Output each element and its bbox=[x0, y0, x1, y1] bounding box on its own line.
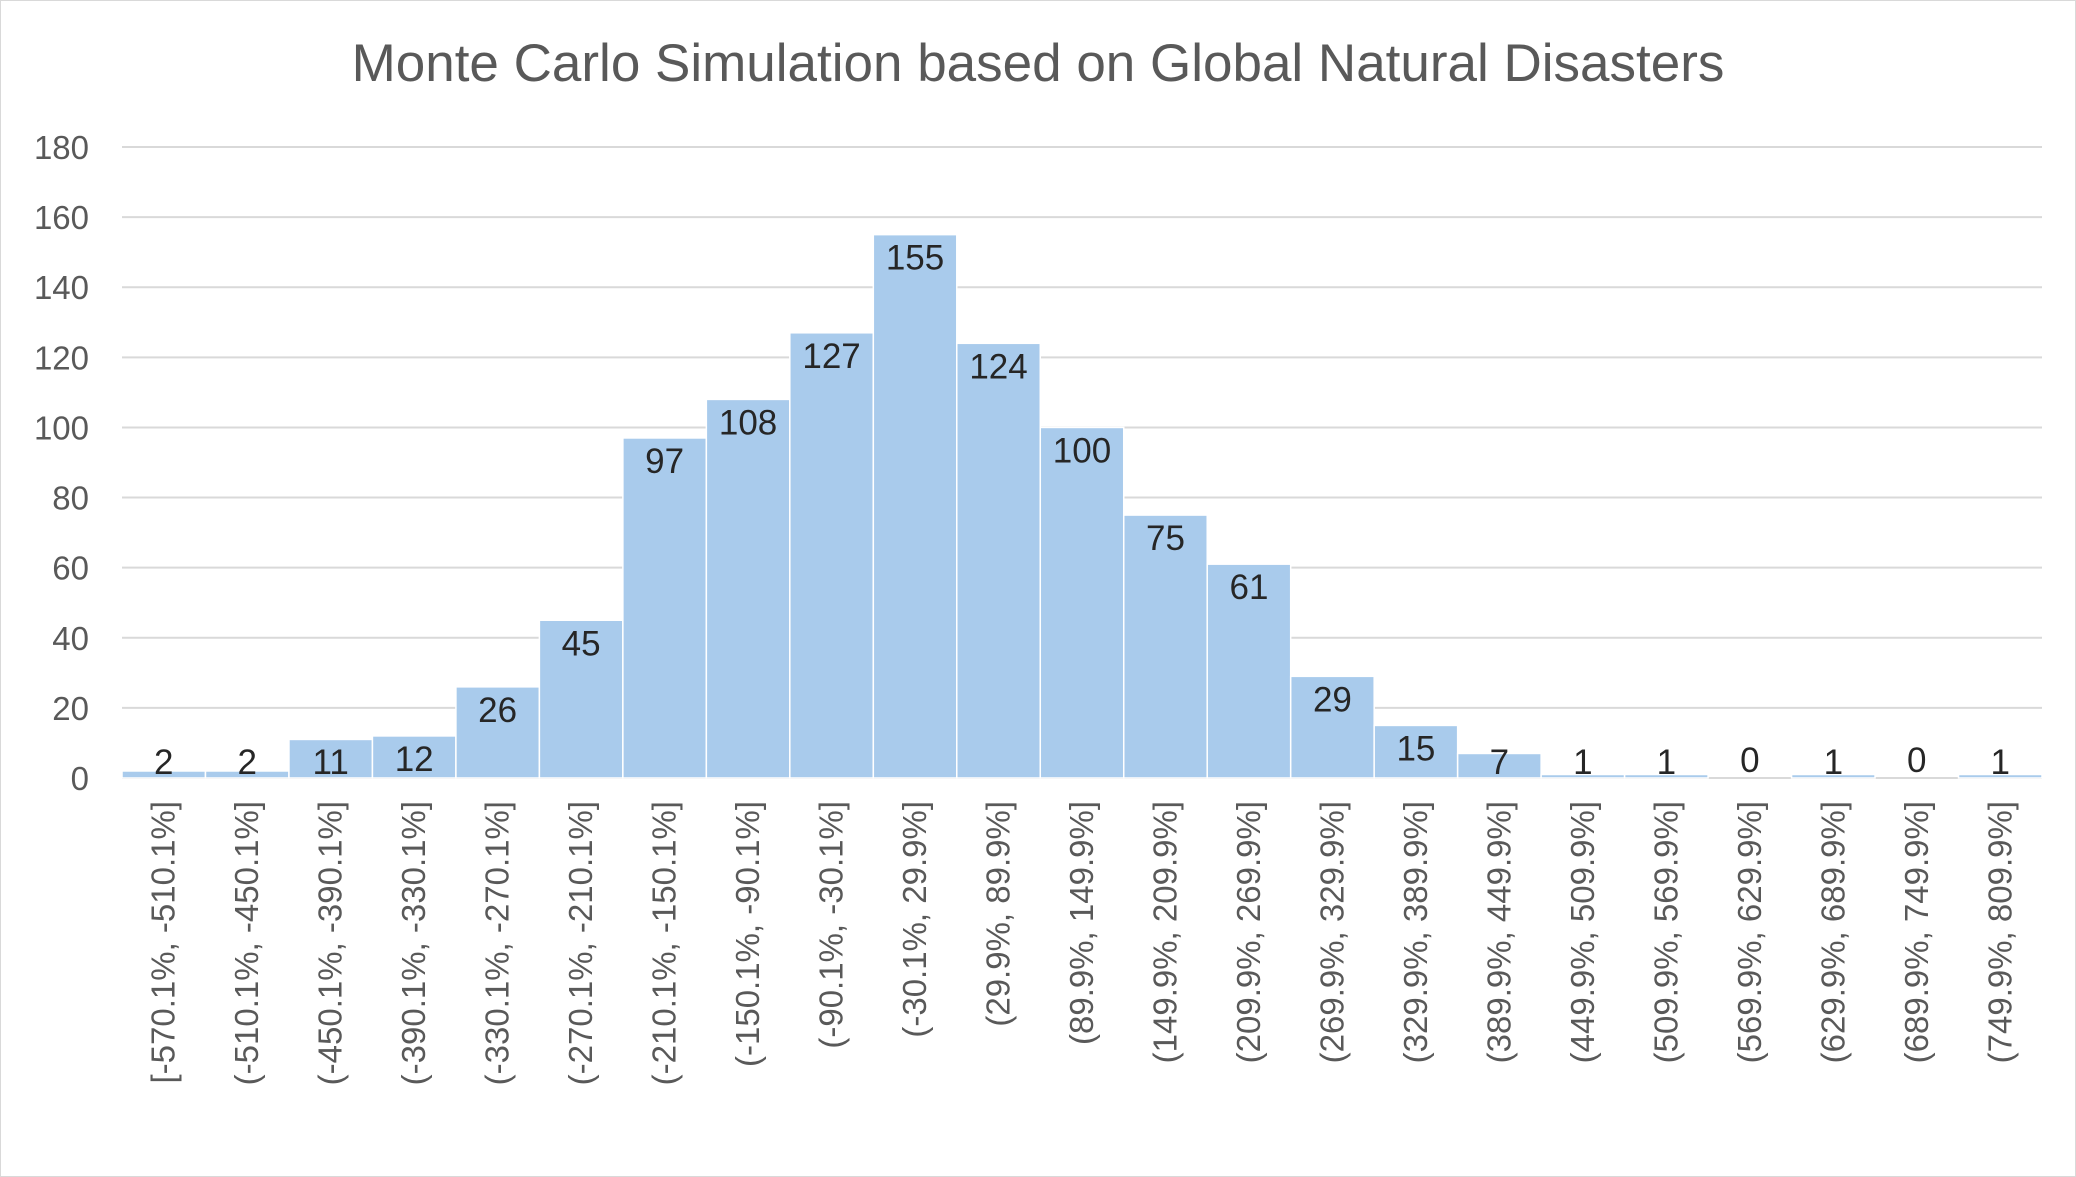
x-tick-label: (749.9%, 809.9%] bbox=[1981, 801, 2018, 1063]
bar bbox=[1289, 675, 1375, 779]
data-label: 61 bbox=[1229, 568, 1268, 607]
x-tick-label: (-450.1%, -390.1%] bbox=[312, 801, 349, 1085]
bar bbox=[1456, 752, 1542, 779]
x-tick-label: (509.9%, 569.9%] bbox=[1647, 801, 1684, 1063]
y-tick-label: 180 bbox=[34, 129, 89, 166]
data-label: 1 bbox=[1824, 743, 1843, 782]
x-tick-label: (389.9%, 449.9%] bbox=[1480, 801, 1517, 1063]
x-tick-label: (-510.1%, -450.1%] bbox=[228, 801, 265, 1085]
bar bbox=[1039, 426, 1125, 779]
bar bbox=[622, 437, 708, 779]
x-tick-label: (149.9%, 209.9%] bbox=[1146, 801, 1183, 1063]
y-tick-label: 100 bbox=[34, 409, 89, 446]
data-label: 1 bbox=[1991, 743, 2010, 782]
bar bbox=[288, 738, 374, 779]
bar bbox=[872, 233, 958, 779]
bar bbox=[1957, 773, 2043, 779]
x-tick-label: (-30.1%, 29.9%] bbox=[896, 801, 933, 1038]
y-tick-label: 20 bbox=[52, 690, 89, 727]
data-label: 155 bbox=[886, 239, 944, 278]
x-tick-label: (-390.1%, -330.1%] bbox=[395, 801, 432, 1085]
y-tick-label: 60 bbox=[52, 550, 89, 587]
y-tick-label: 0 bbox=[71, 760, 89, 797]
data-label: 124 bbox=[969, 347, 1027, 386]
y-tick-label: 120 bbox=[34, 339, 89, 376]
bar bbox=[538, 619, 624, 779]
data-label: 29 bbox=[1313, 680, 1352, 719]
y-tick-label: 40 bbox=[52, 620, 89, 657]
x-tick-label: (-150.1%, -90.1%] bbox=[729, 801, 766, 1067]
bar bbox=[1623, 773, 1709, 779]
x-tick-label: (-270.1%, -210.1%] bbox=[562, 801, 599, 1085]
x-tick-label: (569.9%, 629.9%] bbox=[1731, 801, 1768, 1063]
data-label: 0 bbox=[1740, 741, 1759, 780]
data-label: 100 bbox=[1053, 431, 1111, 470]
data-label: 7 bbox=[1490, 743, 1509, 782]
data-label: 2 bbox=[154, 743, 173, 782]
x-tick-label: (29.9%, 89.9%] bbox=[980, 801, 1017, 1027]
x-tick-label: (-330.1%, -270.1%] bbox=[479, 801, 516, 1085]
bar bbox=[705, 398, 791, 779]
data-label: 1 bbox=[1573, 743, 1592, 782]
data-label: 2 bbox=[237, 743, 256, 782]
data-label: 15 bbox=[1396, 729, 1435, 768]
bar bbox=[956, 342, 1042, 779]
y-tick-label: 160 bbox=[34, 199, 89, 236]
data-label: 0 bbox=[1907, 741, 1926, 780]
bar bbox=[789, 332, 875, 779]
data-label: 26 bbox=[478, 691, 517, 730]
x-tick-label: (-210.1%, -150.1%] bbox=[646, 801, 683, 1085]
x-tick-label: (-90.1%, -30.1%] bbox=[813, 801, 850, 1049]
x-tick-label: (329.9%, 389.9%] bbox=[1397, 801, 1434, 1063]
data-label: 12 bbox=[395, 740, 434, 779]
data-label: 75 bbox=[1146, 519, 1185, 558]
x-tick-label: (689.9%, 749.9%] bbox=[1898, 801, 1935, 1063]
chart-title: Monte Carlo Simulation based on Global N… bbox=[352, 34, 1725, 93]
data-label: 45 bbox=[562, 624, 601, 663]
x-axis-ticks: [-570.1%, -510.1%] (-510.1%, -450.1%] (-45… bbox=[145, 801, 2019, 1085]
x-tick-label: (209.9%, 269.9%] bbox=[1230, 801, 1267, 1063]
y-tick-label: 80 bbox=[52, 480, 89, 517]
data-label: 108 bbox=[719, 403, 777, 442]
x-tick-label: (449.9%, 509.9%] bbox=[1564, 801, 1601, 1063]
x-tick-label: (269.9%, 329.9%] bbox=[1313, 801, 1350, 1063]
bar bbox=[371, 735, 457, 779]
data-label: 1 bbox=[1657, 743, 1676, 782]
data-label: 127 bbox=[802, 337, 860, 376]
x-tick-label: [-570.1%, -510.1%] bbox=[145, 801, 182, 1084]
bars bbox=[121, 233, 2043, 779]
x-tick-label: (629.9%, 689.9%] bbox=[1814, 801, 1851, 1063]
bar bbox=[1373, 724, 1459, 779]
data-label: 97 bbox=[645, 442, 684, 481]
y-axis-ticks: 0 20 40 60 80 100 120 140 160 180 bbox=[34, 129, 89, 797]
bar bbox=[1206, 563, 1292, 779]
bar bbox=[1790, 773, 1876, 779]
x-tick-label: (89.9%, 149.9%] bbox=[1063, 801, 1100, 1045]
data-label: 11 bbox=[313, 743, 349, 782]
bar bbox=[1122, 514, 1208, 779]
bar bbox=[455, 686, 541, 779]
y-tick-label: 140 bbox=[34, 269, 89, 306]
